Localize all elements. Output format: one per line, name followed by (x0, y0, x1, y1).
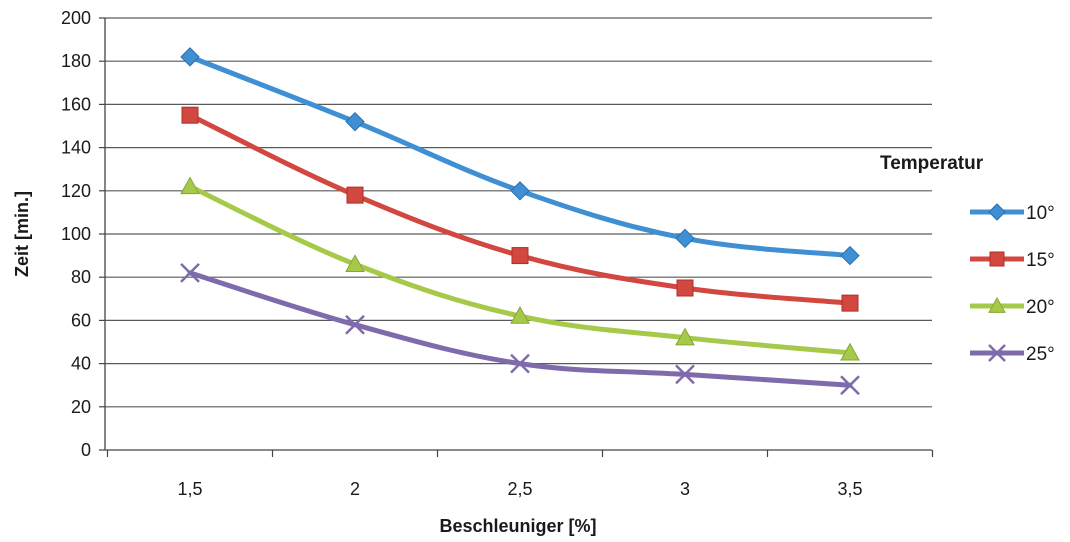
data-point-x (675, 364, 695, 385)
data-point-diamond (180, 47, 200, 67)
data-point-triangle (345, 254, 365, 272)
y-tick-label: 0 (81, 440, 91, 460)
data-point-square (511, 247, 529, 265)
legend-item: 15° (970, 250, 1055, 271)
legend-item: 25° (970, 344, 1055, 365)
y-tick-label: 100 (61, 224, 91, 244)
data-point-x (840, 375, 860, 396)
series-1 (180, 47, 860, 266)
y-tick-label: 20 (71, 397, 91, 417)
x-tick-label: 2,5 (507, 479, 532, 499)
legend-label: 25° (1026, 344, 1055, 365)
data-point-x-stroke (345, 314, 365, 335)
data-point-diamond (675, 228, 695, 249)
data-point-x (988, 344, 1006, 362)
y-axis-title: Zeit [min.] (12, 191, 32, 277)
series-group (180, 47, 860, 396)
legend-item: 20° (970, 296, 1055, 318)
series-line (187, 54, 853, 259)
series-3 (180, 176, 860, 361)
data-point-x-stroke (675, 364, 695, 385)
data-point-triangle (675, 327, 695, 346)
data-point-x (345, 314, 365, 335)
series-4 (180, 262, 860, 396)
data-point-square (346, 186, 364, 204)
data-point-diamond (510, 181, 530, 201)
data-point-triangle (180, 176, 200, 195)
data-point-square (841, 294, 859, 312)
legend-label: 10° (1026, 203, 1055, 224)
data-point-x (180, 262, 200, 283)
data-point-x-stroke (180, 262, 200, 283)
legend-title: Temperatur (880, 153, 984, 174)
data-point-square (989, 251, 1005, 267)
series-line (187, 183, 853, 356)
data-point-x (510, 353, 530, 374)
y-tick-label: 160 (61, 94, 91, 114)
data-point-diamond (988, 203, 1006, 221)
legend-item: 10° (970, 203, 1055, 224)
y-tick-label: 80 (71, 267, 91, 287)
x-tick-label: 3 (680, 479, 690, 499)
x-tick-label: 1,5 (177, 479, 202, 499)
y-tick-label: 60 (71, 310, 91, 330)
data-point-square (181, 106, 199, 124)
y-tick-label: 200 (61, 8, 91, 28)
data-point-x-stroke (840, 375, 860, 396)
data-point-x-stroke (510, 353, 530, 374)
data-point-triangle (840, 342, 860, 361)
legend: Temperatur 10° 15° 20° 25° (880, 153, 1055, 365)
y-tick-label: 180 (61, 51, 91, 71)
data-point-square (676, 279, 694, 297)
data-point-x-stroke (988, 344, 1006, 362)
y-tick-label: 140 (61, 138, 91, 158)
data-point-diamond (840, 245, 860, 266)
axes (99, 17, 934, 457)
data-point-triangle (988, 296, 1006, 313)
series-line (187, 112, 853, 306)
series-line (187, 270, 853, 388)
data-point-diamond (345, 111, 365, 132)
y-tick-label: 40 (71, 354, 91, 374)
x-tick-label: 2 (350, 479, 360, 499)
y-tick-label: 120 (61, 181, 91, 201)
legend-label: 20° (1026, 297, 1055, 318)
x-tick-label: 3,5 (837, 479, 862, 499)
x-axis-title: Beschleuniger [%] (439, 516, 596, 536)
data-point-triangle (510, 306, 530, 324)
legend-label: 15° (1026, 250, 1055, 271)
x-tick-labels: 1,5 2 2,5 3 3,5 (177, 479, 862, 499)
series-2 (181, 106, 859, 312)
y-tick-labels: 0 20 40 60 80 100 120 140 160 180 200 (61, 8, 91, 460)
